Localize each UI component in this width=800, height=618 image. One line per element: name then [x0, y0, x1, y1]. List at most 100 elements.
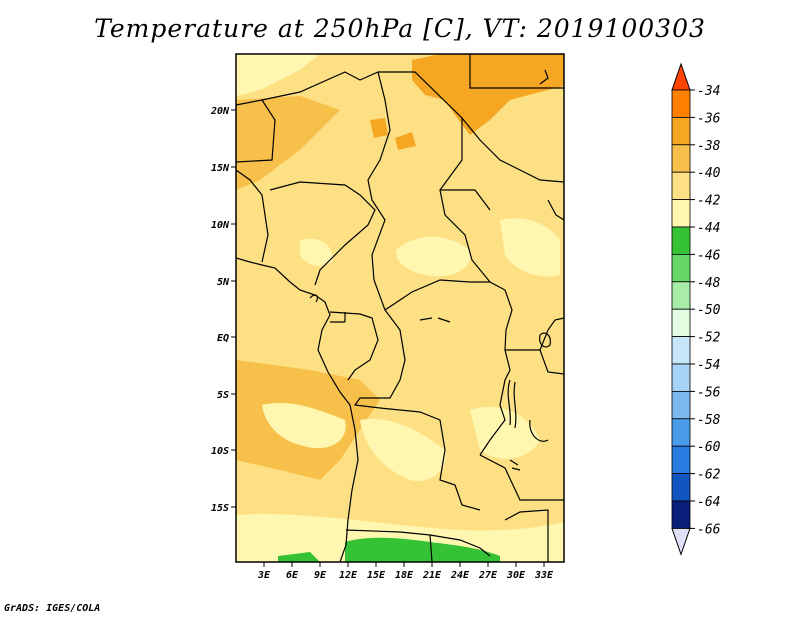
- colorbar-swatch: [671, 117, 691, 146]
- lat-label: 10S: [211, 446, 229, 457]
- lat-labels: 20N 15N 10N 5N EQ 5S 10S 15S: [210, 106, 230, 514]
- colorbar-swatch: [671, 144, 691, 173]
- border-zambia: [479, 454, 564, 501]
- colorbar-label: -40: [697, 166, 721, 181]
- colorbar-swatch: [671, 171, 691, 200]
- lon-label: 12E: [339, 570, 358, 581]
- colorbar-label: -54: [697, 358, 720, 373]
- lake-tanganyika: [507, 379, 517, 429]
- colorbar-label: -52: [697, 331, 721, 346]
- colorbar-swatch: [671, 199, 691, 228]
- country-borders: [236, 54, 564, 562]
- west-coastline: [236, 257, 359, 562]
- lat-label: 20N: [210, 106, 230, 117]
- map-frame: [235, 53, 565, 563]
- border-nigeria: [269, 181, 376, 286]
- border-drc-angola: [353, 309, 481, 511]
- colorbar-label: -44: [697, 221, 720, 236]
- border-chad-west: [367, 71, 391, 311]
- lake-malawi: [529, 419, 549, 442]
- colorbar-swatch: [671, 418, 691, 447]
- field-patch-minus42-cameroon: [300, 238, 333, 266]
- bight-island: [309, 294, 319, 303]
- lat-label: EQ: [217, 333, 229, 344]
- border-egypt: [469, 54, 564, 89]
- colorbar-label: -38: [697, 139, 721, 154]
- page-title: Temperature at 250hPa [C], VT: 201910030…: [94, 14, 706, 43]
- lon-label: 6E: [286, 570, 299, 581]
- colorbar-swatch: [671, 445, 691, 475]
- lon-label: 18E: [395, 570, 414, 581]
- border-eritrea: [547, 199, 564, 221]
- field-patch-minus44-sw: [278, 552, 320, 562]
- lon-label: 30E: [506, 570, 526, 581]
- colorbar-label: -50: [697, 303, 721, 318]
- field-patch-minus42-sw: [262, 402, 346, 449]
- field-patch-minus42-lakes: [470, 406, 540, 459]
- border-sudan: [461, 117, 564, 183]
- lake-victoria: [539, 332, 551, 348]
- field-band-minus40-north: [236, 96, 340, 190]
- temperature-field: [236, 54, 564, 562]
- border-zimbabwe: [504, 509, 549, 562]
- colorbar-bottom-arrow: [671, 527, 691, 556]
- border-car-south: [384, 279, 490, 311]
- lon-label: 3E: [257, 570, 271, 581]
- lat-label: 5S: [217, 390, 229, 401]
- lon-label: 27E: [478, 570, 498, 581]
- footer-credit: GrADS: IGES/COLA: [4, 603, 101, 614]
- lon-label: 9E: [314, 570, 327, 581]
- colorbar-swatch: [671, 390, 691, 420]
- lon-label: 24E: [450, 570, 470, 581]
- lon-label: 21E: [422, 570, 442, 581]
- colorbar-label: -36: [697, 111, 721, 126]
- border-drc-east: [479, 289, 513, 456]
- colorbar-top-arrow: [671, 62, 691, 91]
- field-spot-minus38-b: [395, 132, 416, 150]
- field-patch-minus38-north: [412, 54, 564, 135]
- colorbar-label: -48: [697, 276, 721, 291]
- colorbar-label: -56: [697, 385, 721, 400]
- field-spot-minus38-a: [370, 118, 388, 138]
- colorbar-label: -42: [697, 194, 721, 209]
- lake-kariba: [509, 459, 521, 471]
- lat-label: 15N: [211, 163, 230, 174]
- border-congo: [329, 311, 379, 381]
- colorbar-label: -64: [697, 495, 720, 510]
- lon-ticks: [263, 562, 545, 567]
- colorbar-label: -62: [697, 468, 721, 483]
- lon-labels: 3E 6E 9E 12E 15E 18E 21E 24E 27E 30E 33E: [257, 570, 554, 581]
- red-sea-coast: [539, 69, 549, 85]
- border-sudan-inner: [440, 189, 491, 211]
- border-namibia: [345, 529, 491, 562]
- field-patch-minus42-angola: [360, 419, 446, 481]
- colorbar-swatch: [671, 473, 691, 502]
- lon-label: 15E: [367, 570, 386, 581]
- lat-label: 5N: [217, 277, 230, 288]
- field-patch-minus42-nw: [236, 54, 320, 96]
- colorbar-swatch: [671, 89, 691, 118]
- colorbar-label: -60: [697, 440, 721, 455]
- field-patch-minus44-south: [345, 537, 500, 562]
- border-east-africa: [505, 317, 564, 375]
- colorbar-swatch: [671, 253, 691, 283]
- colorbar: -34 -36 -38 -40 -42 -44 -46 -48 -50 -52 -54 -56 -58 -…: [671, 62, 721, 556]
- colorbar-label: -46: [697, 248, 721, 263]
- border-ghana: [236, 169, 269, 263]
- colorbar-swatch: [671, 226, 691, 255]
- colorbar-label: -66: [697, 522, 721, 537]
- colorbar-swatch: [671, 336, 691, 365]
- colorbar-label: -34: [697, 84, 720, 99]
- border-eq-guinea: [330, 312, 346, 323]
- colorbar-swatch: [671, 281, 691, 310]
- lat-ticks: [231, 109, 236, 508]
- lon-label: 33E: [534, 570, 554, 581]
- colorbar-swatch: [671, 500, 691, 529]
- colorbar-swatch: [671, 363, 691, 392]
- lat-label: 15S: [211, 503, 229, 514]
- border-mali-niger: [236, 99, 276, 163]
- field-patch-minus42-car: [395, 236, 471, 277]
- colorbar-swatch: [671, 308, 691, 338]
- colorbar-label: -58: [697, 413, 721, 428]
